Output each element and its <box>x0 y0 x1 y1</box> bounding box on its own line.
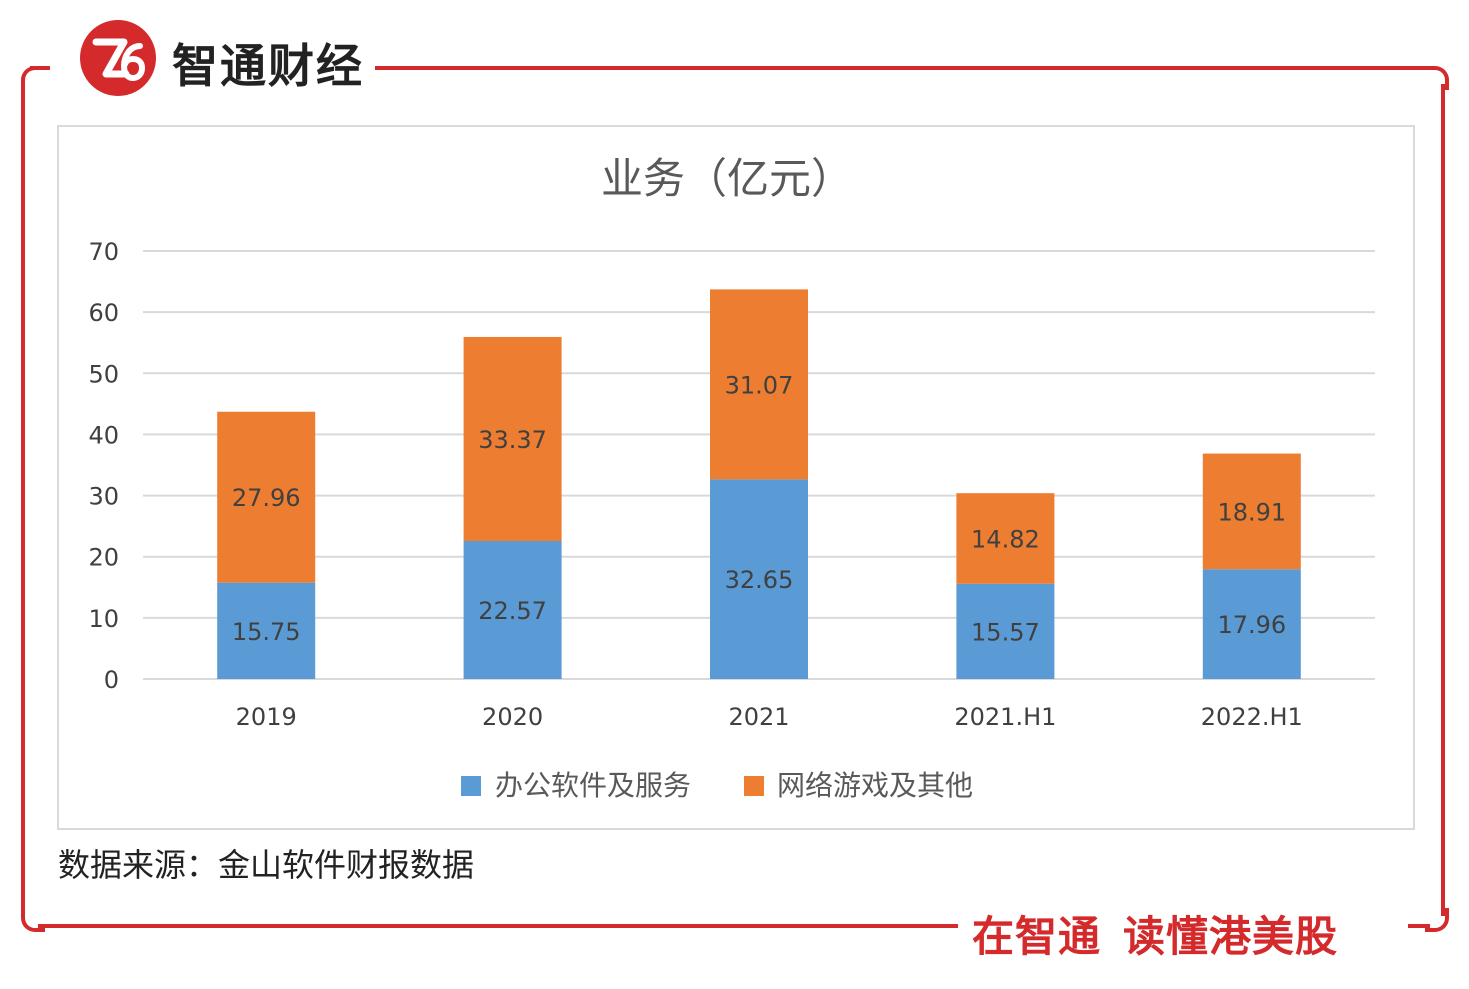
stacked-bar-chart: 业务（亿元） 0 10 20 30 40 50 60 70 15.75 27.96 22.57 33… <box>88 154 1375 802</box>
legend-swatch-series-1 <box>461 776 481 796</box>
legend-swatch-series-2 <box>744 776 764 796</box>
y-tick-label: 20 <box>88 544 119 572</box>
bar-value-label: 33.37 <box>478 426 547 454</box>
x-axis-ticks: 2019 2020 2021 2021.H1 2022.H1 <box>236 703 1303 731</box>
bar-segment <box>463 541 562 679</box>
x-tick-label: 2019 <box>236 703 297 731</box>
bar-segment <box>217 582 316 679</box>
slogan: 在智通 读懂港美股 <box>966 903 1345 964</box>
y-axis-ticks: 0 10 20 30 40 50 60 70 <box>88 238 119 694</box>
bar-value-label: 31.07 <box>725 371 794 399</box>
slogan-part-1: 在智通 <box>972 912 1102 961</box>
chart-container: 业务（亿元） 0 10 20 30 40 50 60 70 15.75 27.96 22.57 33… <box>57 125 1415 830</box>
frame-corner-tl <box>21 66 45 90</box>
bar-segment <box>710 479 808 679</box>
data-labels: 15.75 27.96 22.57 33.37 32.65 31.07 15.57 14.82… <box>232 371 1286 646</box>
bars <box>217 289 1301 679</box>
y-tick-label: 30 <box>88 483 119 511</box>
x-tick-label: 2020 <box>482 703 543 731</box>
x-tick-label: 2021.H1 <box>954 703 1056 731</box>
frame-top-right <box>375 66 1433 70</box>
legend-label-series-2: 网络游戏及其他 <box>777 769 973 802</box>
bar-value-label: 17.96 <box>1217 611 1286 639</box>
x-tick-label: 2022.H1 <box>1201 703 1303 731</box>
bar-value-label: 15.57 <box>971 618 1040 646</box>
frame-left <box>21 84 25 916</box>
bar-segment <box>1202 453 1301 570</box>
chart-title: 业务（亿元） <box>601 154 853 203</box>
x-tick-label: 2021 <box>728 703 789 731</box>
frame-bottom-right <box>1408 924 1430 928</box>
legend: 办公软件及服务 网络游戏及其他 <box>461 769 973 802</box>
bar-segment <box>463 336 562 542</box>
bar-segment <box>956 493 1055 584</box>
bar-value-label: 27.96 <box>232 484 301 512</box>
y-tick-label: 70 <box>88 238 119 266</box>
brand-name: 智通财经 <box>172 39 364 93</box>
slogan-part-2: 读懂港美股 <box>1123 912 1339 961</box>
y-tick-label: 40 <box>88 421 119 449</box>
source-note: 数据来源：金山软件财报数据 <box>58 846 475 884</box>
bar-segment <box>956 583 1055 679</box>
y-tick-label: 0 <box>104 666 119 694</box>
frame-corner-br <box>1425 908 1449 932</box>
frame-corner-tr <box>1425 66 1449 90</box>
bar-value-label: 14.82 <box>971 525 1040 553</box>
frame-right <box>1441 84 1445 916</box>
bar-value-label: 32.65 <box>725 566 794 594</box>
frame-bottom <box>38 924 958 928</box>
y-tick-label: 10 <box>88 605 119 633</box>
brand-logo-icon <box>80 20 156 96</box>
frame-corner-bl <box>21 908 45 932</box>
bar-segment <box>217 411 316 583</box>
bar-value-label: 18.91 <box>1217 498 1286 526</box>
bar-segment <box>710 289 808 480</box>
y-tick-label: 50 <box>88 360 119 388</box>
bar-segment <box>1202 569 1301 679</box>
y-tick-label: 60 <box>88 299 119 327</box>
bar-value-label: 22.57 <box>478 597 547 625</box>
bar-value-label: 15.75 <box>232 618 301 646</box>
legend-label-series-1: 办公软件及服务 <box>495 769 691 802</box>
